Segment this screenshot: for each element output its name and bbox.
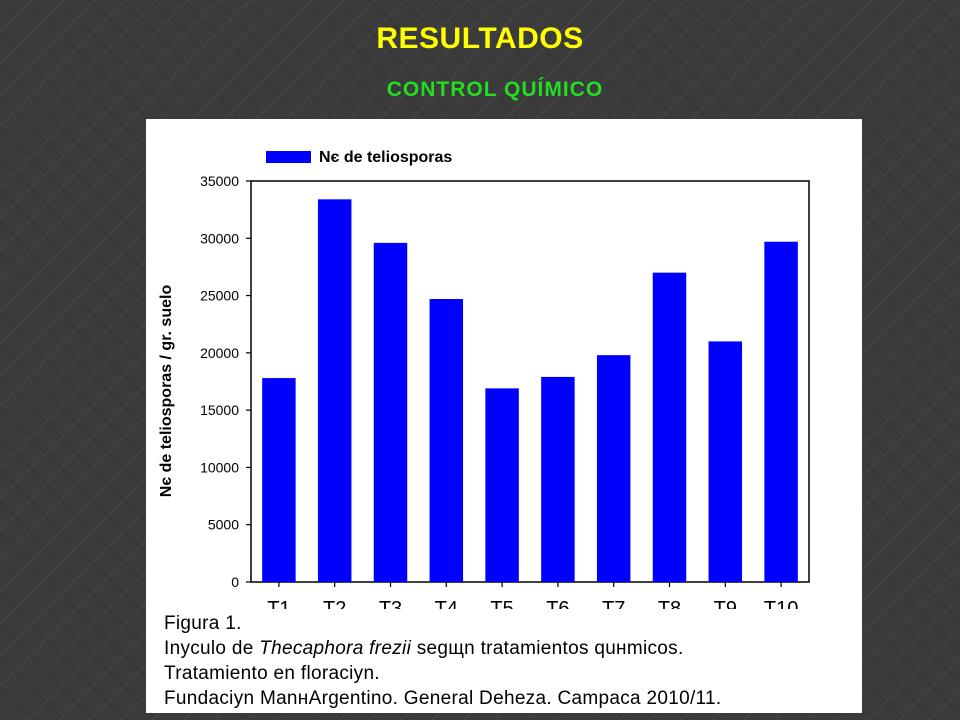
y-tick-label: 10000 bbox=[200, 459, 239, 475]
caption-line-4: Fundaciyn ManнArgentino. General Deheza.… bbox=[164, 688, 722, 709]
plot-frame bbox=[250, 180, 810, 583]
chart-panel: Nє de teliosporas Nє de teliosporas / gr… bbox=[146, 119, 862, 713]
bar bbox=[429, 299, 464, 582]
bar bbox=[485, 388, 519, 582]
y-axis-label: Nє de teliosporas / gr. suelo bbox=[158, 285, 175, 498]
bar bbox=[764, 241, 798, 583]
figure-caption: Figura 1. Inyculo de Thecaphora frezii s… bbox=[164, 611, 854, 711]
bar bbox=[262, 378, 296, 582]
x-tick-label: T6 bbox=[546, 598, 569, 609]
caption-line-2-pre: Inyculo de bbox=[164, 638, 260, 659]
y-tick-label: 5000 bbox=[208, 517, 239, 533]
bar bbox=[596, 355, 631, 582]
x-tick-label: T10 bbox=[764, 598, 798, 609]
bar bbox=[708, 341, 743, 582]
y-tick-label: 20000 bbox=[200, 345, 239, 361]
x-tick-label: T3 bbox=[379, 598, 402, 609]
y-tick-label: 25000 bbox=[200, 288, 239, 304]
caption-species: Thecaphora frezii bbox=[259, 638, 412, 659]
x-tick-label: T7 bbox=[602, 598, 625, 609]
slide-title: RESULTADOS bbox=[376, 22, 584, 55]
x-tick-label: T4 bbox=[435, 598, 458, 609]
legend-swatch bbox=[266, 151, 311, 163]
y-tick-label: 0 bbox=[231, 574, 239, 590]
plot-area: 0 5000 10000 15000 20000 25000 30000 35000 T1 T2 T… bbox=[200, 173, 810, 609]
x-tick-label: T8 bbox=[658, 598, 681, 609]
y-tick-label: 30000 bbox=[200, 230, 239, 246]
caption-line-2-post: segщn tratamientos quнmicos. bbox=[411, 638, 684, 659]
bar-chart: Nє de teliosporas Nє de teliosporas / gr… bbox=[158, 149, 810, 609]
y-tick-label: 35000 bbox=[200, 173, 239, 189]
bar bbox=[541, 376, 575, 582]
y-tick-label: 15000 bbox=[200, 402, 239, 418]
caption-line-1: Figura 1. bbox=[164, 613, 242, 634]
caption-line-2: Inyculo de Thecaphora frezii segщn trata… bbox=[164, 636, 854, 661]
bar bbox=[317, 199, 352, 582]
legend: Nє de teliosporas bbox=[266, 149, 452, 166]
x-tick-label: T5 bbox=[490, 598, 513, 609]
x-tick-label: T2 bbox=[323, 598, 346, 609]
caption-line-3: Tratamiento en floraciyn. bbox=[164, 663, 380, 684]
slide-subtitle: CONTROL QUÍMICO bbox=[386, 78, 604, 101]
x-tick-label: T9 bbox=[714, 598, 737, 609]
legend-label: Nє de teliosporas bbox=[319, 149, 452, 166]
x-tick-label: T1 bbox=[267, 598, 290, 609]
bar bbox=[373, 242, 408, 582]
bar bbox=[652, 272, 687, 582]
